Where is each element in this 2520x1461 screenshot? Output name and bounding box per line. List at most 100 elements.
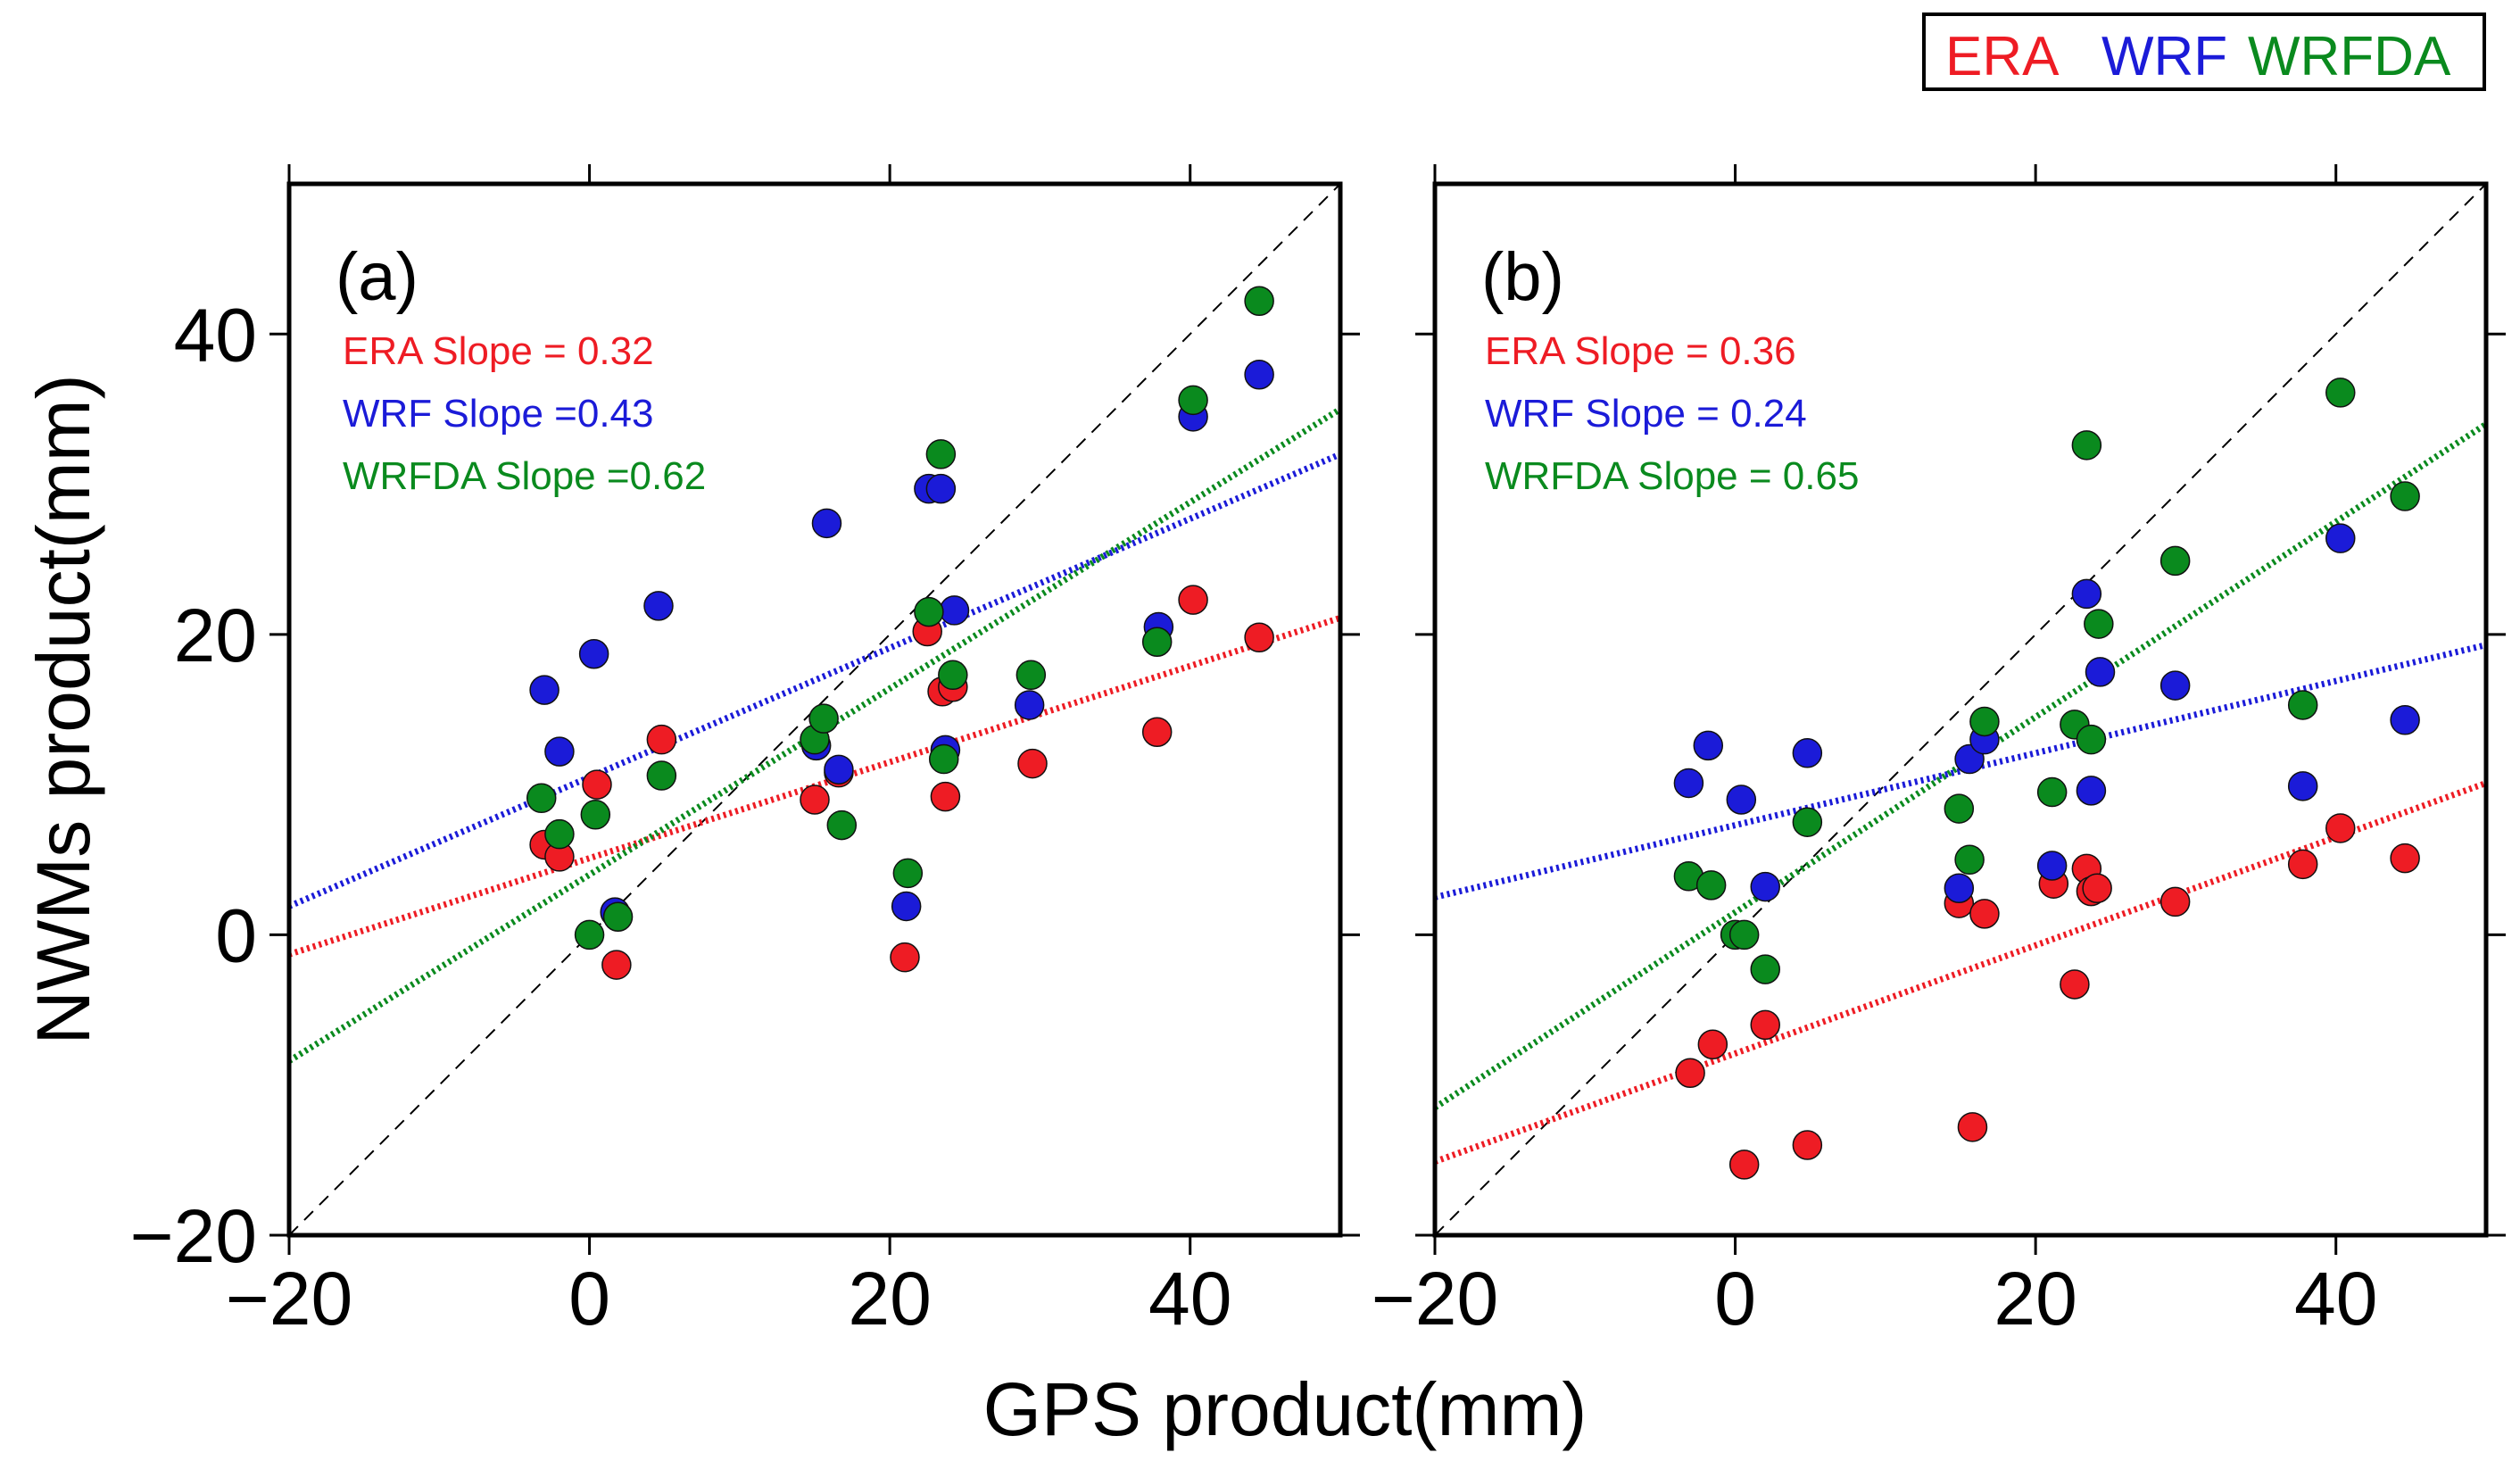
point-wrfda	[892, 858, 924, 889]
point-wrfda	[580, 800, 611, 830]
y-axis-title: NWMs product(mm)	[21, 374, 105, 1044]
point-era	[930, 781, 961, 812]
point-wrf	[1944, 873, 1975, 904]
point-era	[1675, 1058, 1705, 1089]
slope-label-era-b: ERA Slope = 0.36	[1485, 329, 1796, 373]
fit-line-wrf	[1435, 642, 2486, 901]
point-wrf	[1750, 871, 1780, 902]
y-tick-label: 0	[215, 893, 257, 977]
point-wrfda	[925, 439, 957, 469]
point-wrfda	[2036, 776, 2068, 808]
point-wrf	[2325, 523, 2356, 553]
point-wrfda	[1792, 807, 1823, 837]
point-wrf	[1244, 359, 1274, 390]
point-era	[1017, 748, 1048, 779]
point-wrf	[1792, 738, 1823, 768]
one-to-one-line	[289, 184, 1340, 1235]
plot-area-b	[1435, 184, 2486, 1235]
point-era	[2390, 843, 2420, 874]
point-era	[1244, 622, 1274, 652]
x-tick-label: 20	[1994, 1257, 2077, 1341]
x-tick-label: 0	[568, 1257, 610, 1341]
point-wrf	[643, 591, 674, 621]
panel-b: −20 0 20 40 (b) ERA Slope = 0.36 WRF Slope …	[1372, 164, 2506, 1341]
point-wrf	[1726, 784, 1757, 815]
point-wrf	[544, 736, 575, 767]
point-wrf	[2036, 851, 2068, 881]
point-wrf	[824, 754, 854, 785]
point-wrfda	[2325, 378, 2356, 408]
point-wrf	[2085, 657, 2116, 687]
point-wrfda	[2071, 430, 2102, 461]
point-wrfda	[1695, 870, 1727, 901]
point-wrfda	[914, 596, 944, 627]
x-tick-label: −20	[226, 1257, 353, 1341]
panel-a: −20 0 20 40 −20 0 20 40 (a) ERA Slope = 0.32 WR…	[130, 164, 1360, 1341]
point-wrf	[1693, 730, 1724, 761]
point-wrf	[529, 675, 560, 705]
y-tick-label: 40	[174, 293, 257, 377]
x-axis-title: GPS product(mm)	[983, 1367, 1587, 1451]
legend: ERA WRF WRFDA	[1922, 12, 2486, 91]
point-era	[2325, 813, 2356, 843]
point-wrf	[2071, 578, 2102, 610]
x-tick-label: 40	[2294, 1257, 2377, 1341]
panel-label-a: (a)	[336, 239, 419, 315]
point-wrfda	[1015, 660, 1047, 691]
point-wrfda	[1954, 844, 1985, 876]
point-era	[582, 769, 612, 800]
point-wrf	[939, 595, 970, 626]
point-era	[1750, 1009, 1780, 1041]
point-era	[1178, 585, 1208, 615]
point-wrfda	[938, 660, 968, 691]
legend-box	[1922, 12, 2486, 91]
x-tick-label: 20	[848, 1257, 931, 1341]
legend-item-wrfda: WRFDA	[2248, 26, 2451, 87]
fit-line-era	[1435, 780, 2486, 1165]
point-wrf	[811, 508, 842, 539]
point-wrfda	[1141, 627, 1173, 658]
point-era	[2159, 886, 2191, 917]
point-wrfda	[1944, 793, 1975, 824]
point-era	[1141, 717, 1173, 747]
point-era	[800, 784, 830, 815]
point-wrfda	[826, 809, 858, 841]
point-wrfda	[808, 703, 839, 734]
point-era	[1697, 1029, 1728, 1060]
point-wrfda	[2076, 724, 2107, 755]
legend-item-wrf: WRF	[2101, 26, 2227, 87]
point-wrfda	[1244, 286, 1274, 317]
point-wrfda	[2390, 481, 2420, 511]
point-wrfda	[1750, 954, 1780, 984]
point-wrfda	[2159, 545, 2191, 577]
slope-label-wrfda-a: WRFDA Slope =0.62	[343, 454, 706, 498]
point-wrf	[2287, 771, 2318, 801]
point-era	[601, 950, 632, 980]
point-wrf	[2390, 705, 2420, 735]
point-era	[2060, 969, 2090, 1000]
point-wrfda	[1728, 919, 1760, 950]
slope-label-wrf-b: WRF Slope = 0.24	[1485, 392, 1807, 436]
point-wrf	[925, 473, 957, 504]
point-wrfda	[1969, 706, 2000, 737]
one-to-one-line	[1435, 184, 2486, 1235]
y-tick-label: 20	[174, 594, 257, 677]
plot-area-a	[289, 184, 1340, 1235]
slope-label-wrf-a: WRF Slope =0.43	[343, 392, 654, 436]
point-era	[646, 724, 677, 755]
point-era	[2287, 849, 2318, 880]
point-era	[1957, 1112, 1988, 1142]
point-wrfda	[646, 760, 677, 791]
slope-label-era-a: ERA Slope = 0.32	[343, 329, 654, 373]
plot-frame-b	[1432, 181, 2489, 1238]
point-wrfda	[2084, 609, 2114, 639]
point-wrfda	[928, 743, 959, 775]
point-wrfda	[526, 783, 557, 814]
plot-frame-a	[286, 181, 1343, 1238]
x-tick-label: 0	[1714, 1257, 1756, 1341]
point-wrf	[2076, 776, 2107, 806]
point-wrfda	[602, 901, 634, 932]
point-era	[1792, 1130, 1823, 1160]
point-wrf	[1673, 768, 1704, 799]
